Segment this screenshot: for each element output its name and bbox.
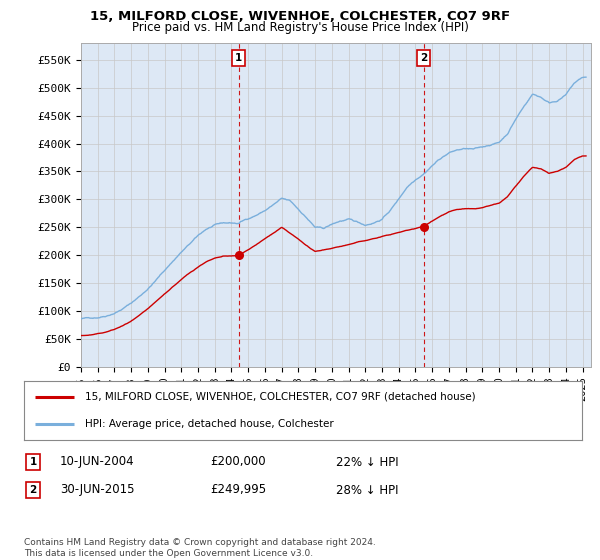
Text: 30-JUN-2015: 30-JUN-2015 <box>60 483 134 497</box>
Text: 1: 1 <box>235 53 242 63</box>
Text: 15, MILFORD CLOSE, WIVENHOE, COLCHESTER, CO7 9RF: 15, MILFORD CLOSE, WIVENHOE, COLCHESTER,… <box>90 10 510 23</box>
Text: HPI: Average price, detached house, Colchester: HPI: Average price, detached house, Colc… <box>85 419 334 429</box>
Text: 2: 2 <box>29 485 37 495</box>
Text: 10-JUN-2004: 10-JUN-2004 <box>60 455 134 469</box>
Text: 28% ↓ HPI: 28% ↓ HPI <box>336 483 398 497</box>
Text: Contains HM Land Registry data © Crown copyright and database right 2024.
This d: Contains HM Land Registry data © Crown c… <box>24 538 376 558</box>
Text: Price paid vs. HM Land Registry's House Price Index (HPI): Price paid vs. HM Land Registry's House … <box>131 21 469 34</box>
Text: £200,000: £200,000 <box>210 455 266 469</box>
Text: 22% ↓ HPI: 22% ↓ HPI <box>336 455 398 469</box>
Text: £249,995: £249,995 <box>210 483 266 497</box>
Text: 2: 2 <box>420 53 427 63</box>
Text: 1: 1 <box>29 457 37 467</box>
Text: 15, MILFORD CLOSE, WIVENHOE, COLCHESTER, CO7 9RF (detached house): 15, MILFORD CLOSE, WIVENHOE, COLCHESTER,… <box>85 391 476 402</box>
